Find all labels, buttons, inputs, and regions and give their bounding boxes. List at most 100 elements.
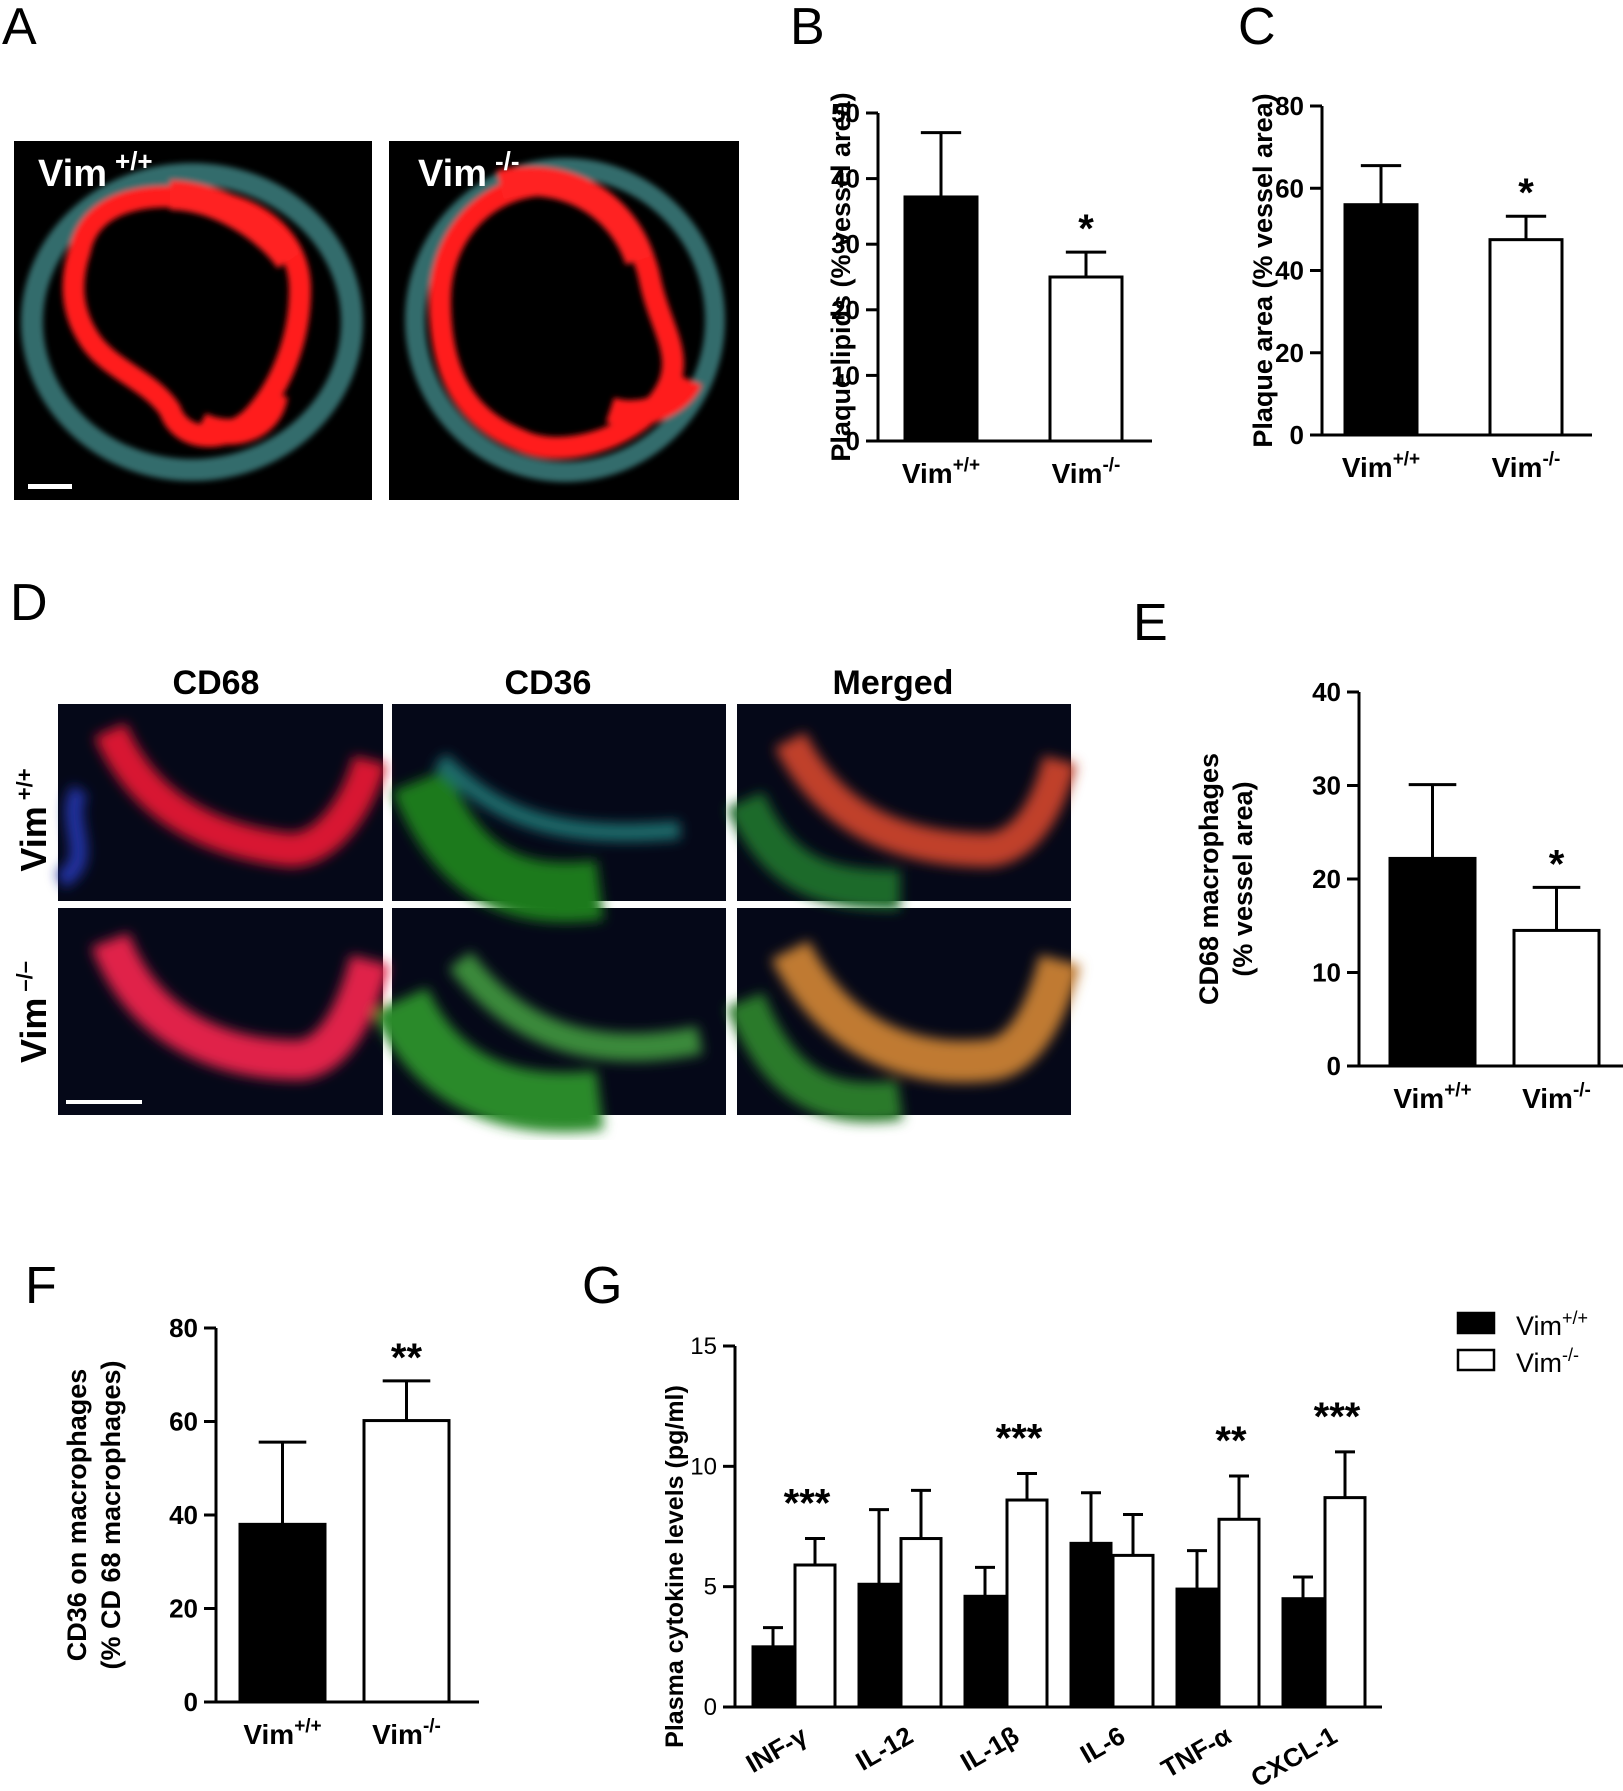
bar-knockout <box>1111 1553 1155 1709</box>
y-tick-label: 15 <box>690 1333 717 1360</box>
y-tick-label: 40 <box>831 164 860 194</box>
x-category-label: IL-1β <box>955 1720 1024 1777</box>
significance-marker: *** <box>784 1482 831 1526</box>
legend-label: Vim-/- <box>1516 1345 1579 1378</box>
bar-wildtype <box>1281 1597 1325 1709</box>
bar-wildtype <box>751 1645 795 1709</box>
y-tick-label: 50 <box>831 98 860 128</box>
y-axis-title-line2: (% CD 68 macrophages) <box>96 1360 126 1669</box>
bar <box>1488 238 1564 437</box>
x-category-label: Vim+/+ <box>1342 449 1420 483</box>
bar <box>1343 203 1419 437</box>
x-category-label: Vim-/- <box>1522 1080 1591 1114</box>
bar-knockout <box>1217 1517 1261 1709</box>
x-category-label: IL-12 <box>850 1720 918 1776</box>
y-tick-label: 20 <box>831 295 860 325</box>
bar-wildtype <box>857 1582 901 1709</box>
chart-plaque-area: 0 20 40 60 80 Vim+/+ * Vim-/- Plaque area (% ves… <box>1248 91 1592 483</box>
x-category-label: Vim-/- <box>372 1716 441 1750</box>
y-tick-label: 40 <box>1275 256 1304 286</box>
bar <box>362 1419 451 1704</box>
y-tick-label: 20 <box>169 1594 198 1624</box>
y-tick-label: 10 <box>690 1453 717 1480</box>
panel-letter-b: B <box>790 0 825 56</box>
bar-wildtype <box>963 1594 1007 1709</box>
y-tick-label: 5 <box>704 1574 717 1601</box>
y-tick-label: 0 <box>846 426 860 456</box>
y-tick-label: 0 <box>704 1694 717 1721</box>
x-category-label: INF-γ <box>741 1720 813 1779</box>
y-tick-label: 30 <box>831 229 860 259</box>
y-axis-title: Plaque area (% vessel area) <box>1248 93 1278 447</box>
x-category-label: IL-6 <box>1075 1720 1130 1769</box>
y-tick-label: 80 <box>169 1313 198 1343</box>
y-tick-label: 60 <box>169 1407 198 1437</box>
y-tick-label: 40 <box>169 1500 198 1530</box>
significance-marker: * <box>1078 207 1094 251</box>
y-tick-label: 80 <box>1275 91 1304 121</box>
y-tick-label: 10 <box>831 360 860 390</box>
y-tick-label: 0 <box>184 1687 198 1717</box>
panel-letter-d: D <box>10 574 48 632</box>
bar-knockout <box>793 1563 837 1709</box>
chart-cd36-on-macrophages: 0 20 40 60 80 Vim+/+ ** Vim-/- CD36 on macrophag… <box>62 1313 479 1750</box>
bar <box>1512 928 1601 1068</box>
micrograph-a-wt-label: Vim +/+ <box>38 146 153 195</box>
x-category-label: Vim+/+ <box>243 1716 321 1750</box>
y-tick-label: 10 <box>1312 958 1341 988</box>
bar-wildtype <box>1175 1587 1219 1709</box>
y-axis-title-line2: (% vessel area) <box>1228 781 1258 976</box>
significance-marker: * <box>1518 171 1534 215</box>
y-tick-label: 60 <box>1275 173 1304 203</box>
bar-knockout <box>899 1537 943 1709</box>
chart-plaque-lipids: 0 10 20 30 40 50 Vim+/+ * Vim-/- Plaque lipids (%… <box>826 92 1152 489</box>
micrograph-a-wildtype <box>14 141 372 500</box>
bar <box>1048 275 1124 443</box>
panel-letter-c: C <box>1238 0 1276 56</box>
x-category-label: Vim+/+ <box>1393 1080 1471 1114</box>
y-axis-title: Plaque lipids (% vessel area) <box>826 92 856 461</box>
x-category-label: CXCL-1 <box>1246 1720 1342 1791</box>
y-axis-title-line1: CD36 on macrophages <box>62 1369 92 1662</box>
x-category-label: Vim-/- <box>1492 449 1561 483</box>
bar-wildtype <box>1069 1541 1113 1709</box>
bar <box>1388 856 1477 1068</box>
y-tick-label: 40 <box>1312 677 1341 707</box>
micrograph-a-knockout <box>389 141 739 500</box>
panel-letter-e: E <box>1133 594 1168 652</box>
significance-marker: * <box>1549 842 1565 886</box>
micrograph-d-row-wt: Vim+/+ <box>12 768 54 871</box>
y-tick-label: 20 <box>1312 864 1341 894</box>
micrograph-d-grid <box>55 704 1081 1133</box>
y-tick-label: 0 <box>1327 1051 1341 1081</box>
micrograph-a-ko-label: Vim -/- <box>418 146 520 195</box>
bar <box>903 195 979 443</box>
legend-label: Vim+/+ <box>1516 1308 1588 1341</box>
y-tick-label: 20 <box>1275 338 1304 368</box>
x-category-label: TNF-α <box>1156 1720 1236 1784</box>
chart-plasma-cytokines: 0 5 10 15 *** INF-γ IL-12 *** IL-1β IL-6 ** TNF-α **… <box>661 1308 1588 1791</box>
micrograph-d-col-cd36: CD36 <box>505 664 592 702</box>
bar <box>238 1522 327 1704</box>
y-axis-title-line1: CD68 macrophages <box>1194 753 1224 1005</box>
micrograph-d-row-ko: Vim–/– <box>12 961 54 1063</box>
bar-knockout <box>1323 1496 1367 1709</box>
significance-marker: ** <box>1215 1419 1247 1463</box>
micrograph-d-col-cd68: CD68 <box>173 664 260 702</box>
x-category-label: Vim-/- <box>1052 455 1121 489</box>
significance-marker: ** <box>391 1336 423 1380</box>
legend-swatch <box>1456 1348 1496 1372</box>
legend-swatch <box>1456 1311 1496 1335</box>
y-tick-label: 30 <box>1312 771 1341 801</box>
chart-cd68-macrophages: 0 10 20 30 40 Vim+/+ * Vim-/- CD68 macrophages (%… <box>1194 677 1623 1114</box>
micrograph-d-col-merged: Merged <box>833 664 954 702</box>
x-category-label: Vim+/+ <box>902 455 980 489</box>
significance-marker: *** <box>1314 1395 1361 1439</box>
y-axis-title: Plasma cytokine levels (pg/ml) <box>661 1385 689 1748</box>
y-tick-label: 0 <box>1290 420 1304 450</box>
panel-letter-f: F <box>25 1257 57 1315</box>
panel-letter-g: G <box>582 1257 622 1315</box>
significance-marker: *** <box>996 1417 1043 1461</box>
bar-knockout <box>1005 1498 1049 1709</box>
